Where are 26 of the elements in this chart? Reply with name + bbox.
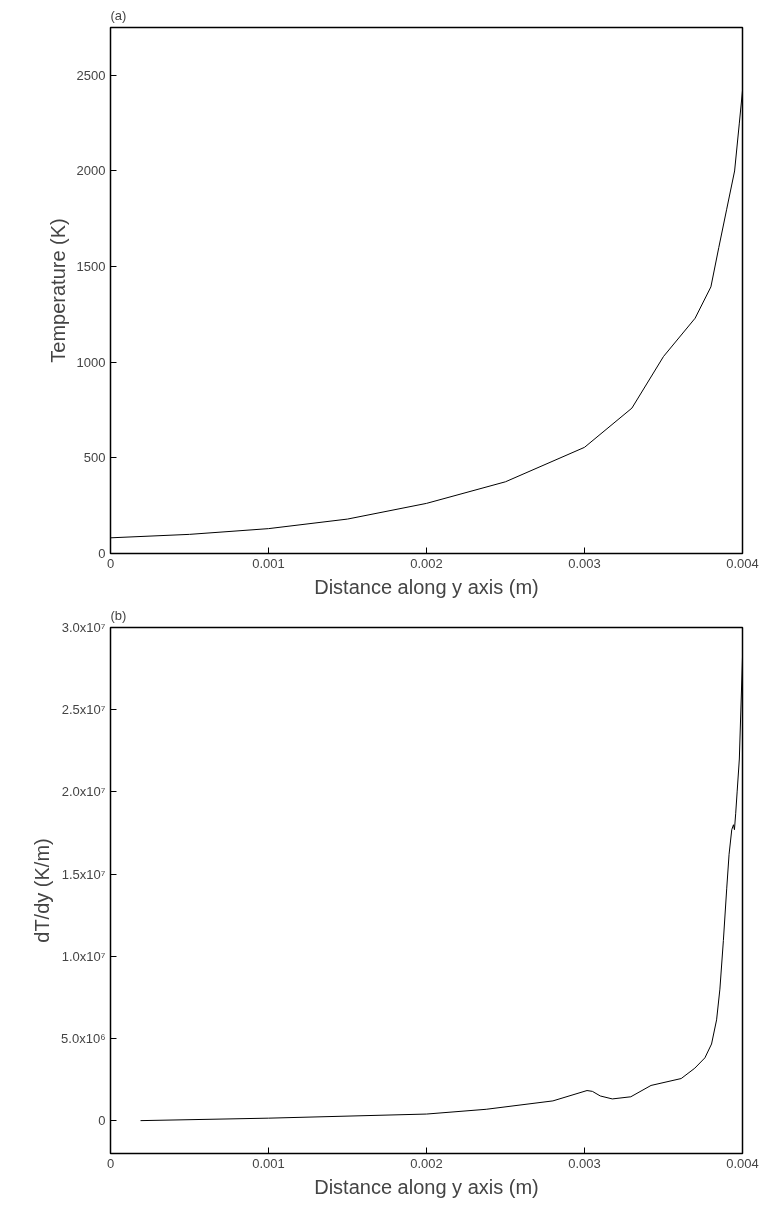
x-tick-label: 0.004 bbox=[726, 1155, 759, 1171]
chart-title: (b) bbox=[110, 607, 127, 623]
y-tick-label: 1.0x10⁷ bbox=[61, 948, 106, 964]
y-tick-label: 2500 bbox=[76, 67, 106, 83]
y-axis-title: dT/dy (K/m) bbox=[31, 838, 54, 943]
y-tick-label: 5.0x10⁶ bbox=[61, 1030, 106, 1046]
x-tick-label: 0.001 bbox=[252, 555, 285, 571]
x-axis-title: Distance along y axis (m) bbox=[314, 1175, 539, 1198]
y-tick-label: 2000 bbox=[76, 163, 106, 179]
x-tick-label: 0.003 bbox=[568, 1155, 601, 1171]
chart-title: (a) bbox=[110, 7, 127, 23]
y-tick-label: 500 bbox=[83, 450, 106, 466]
y-tick-label: 0 bbox=[98, 1113, 106, 1129]
x-axis-title: Distance along y axis (m) bbox=[314, 575, 539, 598]
x-tick-label: 0.002 bbox=[410, 555, 443, 571]
y-tick-label: 3.0x10⁷ bbox=[61, 620, 106, 635]
y-tick-label: 2.5x10⁷ bbox=[61, 702, 106, 718]
y-tick-label: 1000 bbox=[76, 354, 106, 370]
x-tick-label: 0.001 bbox=[252, 1155, 285, 1171]
x-tick-label: 0.003 bbox=[568, 555, 601, 571]
y-tick-label: 2.0x10⁷ bbox=[61, 784, 106, 800]
y-axis-title: Temperature (K) bbox=[46, 218, 69, 363]
y-tick-label: 1500 bbox=[76, 259, 106, 275]
y-tick-label: 1.5x10⁷ bbox=[61, 866, 106, 882]
x-tick-label: 0.004 bbox=[726, 555, 759, 571]
x-tick-label: 0.002 bbox=[410, 1155, 443, 1171]
